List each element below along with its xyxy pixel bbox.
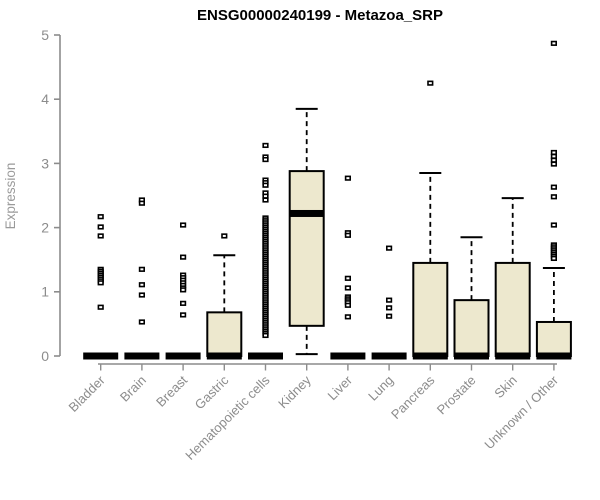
- x-tick-label-brain: Brain: [117, 373, 149, 405]
- median-line: [495, 352, 531, 360]
- x-tick-label-gastric: Gastric: [192, 372, 232, 412]
- boxplot-group-unknown-other: [535, 40, 572, 360]
- outlier-point: [262, 197, 269, 203]
- x-tick-label-unknown-other: Unknown / Other: [481, 372, 561, 452]
- x-tick-label-prostate: Prostate: [434, 373, 479, 418]
- y-tick-label-0: 0: [41, 348, 49, 364]
- iqr-box: [206, 311, 243, 357]
- outlier-point: [138, 266, 146, 272]
- median-line: [412, 352, 448, 360]
- outlier-point: [262, 182, 269, 188]
- outlier-point: [97, 214, 104, 220]
- y-tick-label-4: 4: [41, 91, 49, 107]
- median-line: [165, 352, 201, 360]
- y-tick-label-3: 3: [41, 155, 49, 171]
- chart-title: ENSG00000240199 - Metazoa_SRP: [197, 7, 443, 24]
- iqr-box: [453, 299, 490, 357]
- median-line: [454, 352, 489, 360]
- y-tick-label-2: 2: [41, 220, 49, 236]
- x-tick-label-liver: Liver: [324, 372, 355, 403]
- outlier-point: [344, 275, 352, 281]
- boxplot-group-brain: [124, 197, 160, 360]
- outlier-point: [427, 80, 434, 86]
- median-line: [289, 209, 325, 217]
- boxplot-group-lung: [371, 245, 407, 360]
- outlier-point: [550, 194, 557, 200]
- outlier-point: [97, 280, 104, 286]
- iqr-box: [494, 261, 531, 357]
- outlier-point: [262, 156, 269, 163]
- outlier-point: [550, 40, 557, 46]
- boxplot-group-prostate: [453, 236, 490, 360]
- iqr-box: [535, 320, 572, 357]
- outlier-point: [138, 292, 146, 298]
- outlier-point: [550, 161, 557, 167]
- boxplot-group-liver: [330, 175, 366, 360]
- boxplot-group-skin: [494, 197, 531, 360]
- y-tick-label-1: 1: [41, 284, 49, 300]
- iqr-box: [288, 170, 325, 327]
- outlier-point: [180, 287, 187, 293]
- median-line: [371, 352, 407, 360]
- outlier-point: [221, 233, 228, 239]
- boxplot-group-kidney: [288, 107, 325, 356]
- outlier-point: [180, 222, 187, 228]
- outlier-point: [180, 312, 187, 318]
- median-line: [248, 352, 283, 360]
- outlier-point: [344, 285, 352, 291]
- outlier-point: [344, 302, 352, 308]
- x-tick-label-breast: Breast: [153, 372, 190, 409]
- x-tick-label-pancreas: Pancreas: [388, 372, 438, 422]
- outlier-point: [385, 245, 393, 251]
- outlier-point: [344, 232, 352, 238]
- outlier-point: [138, 200, 146, 206]
- x-tick-label-skin: Skin: [491, 373, 519, 401]
- outlier-point: [385, 313, 393, 319]
- median-line: [536, 352, 572, 360]
- outlier-point: [262, 142, 269, 149]
- outlier-point: [138, 282, 146, 288]
- outlier-point: [97, 304, 104, 310]
- x-tick-label-bladder: Bladder: [66, 372, 109, 415]
- outlier-point: [180, 300, 187, 306]
- outlier-point: [97, 224, 104, 230]
- boxplot-group-gastric: [206, 233, 243, 360]
- iqr-box: [412, 261, 449, 357]
- boxplot-group-bladder: [83, 214, 119, 360]
- median-line: [83, 352, 119, 360]
- boxplot-group-pancreas: [412, 80, 449, 360]
- boxplot-group-hematopoietic-cells: [248, 142, 283, 360]
- outlier-point: [180, 254, 187, 260]
- outlier-point: [550, 255, 557, 262]
- boxplot-group-breast: [165, 222, 201, 360]
- outlier-point: [550, 222, 557, 228]
- outlier-point: [385, 297, 393, 303]
- outlier-point: [344, 175, 352, 181]
- x-tick-label-lung: Lung: [365, 373, 396, 404]
- y-axis-label: Expression: [3, 163, 18, 230]
- x-tick-label-kidney: Kidney: [275, 372, 314, 411]
- outlier-point: [138, 319, 146, 325]
- outlier-point: [550, 184, 557, 190]
- outlier-point: [262, 332, 269, 339]
- median-line: [330, 352, 366, 360]
- outlier-point: [385, 305, 393, 311]
- outlier-point: [97, 233, 104, 239]
- median-line: [124, 352, 160, 360]
- outlier-point: [344, 314, 352, 320]
- y-tick-label-5: 5: [41, 27, 49, 43]
- plot-area: [83, 40, 572, 360]
- median-line: [206, 352, 242, 360]
